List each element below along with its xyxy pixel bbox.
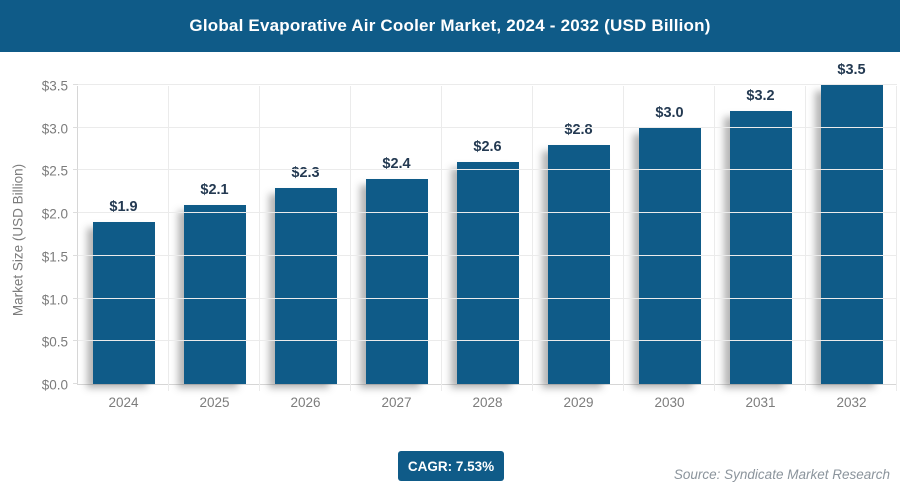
x-tick-label: 2027 — [381, 395, 412, 410]
bar-column-2032: $3.5 2032 — [806, 62, 897, 410]
y-axis-tick-labels: $0.0 $0.5 $1.0 $1.5 $2.0 $2.5 $3.0 $3.5 — [0, 79, 68, 393]
x-tick-label: 2032 — [836, 395, 867, 410]
bar-value-label: $2.1 — [200, 181, 229, 198]
y-axis-tick — [73, 84, 78, 85]
y-axis-tick — [73, 340, 78, 342]
bar-column-2031: $3.2 2031 — [715, 86, 806, 410]
y-axis-tick — [73, 383, 78, 384]
bar-2029 — [547, 144, 610, 384]
bar-column-2028: $2.6 2028 — [442, 86, 533, 410]
h-gridline — [78, 84, 897, 85]
bar-value-label: $2.3 — [291, 164, 320, 181]
h-gridline — [78, 254, 897, 256]
x-tick-label: 2029 — [563, 395, 594, 410]
y-tick-label: $2.5 — [41, 163, 68, 179]
y-tick-label: $3.0 — [41, 121, 68, 137]
h-gridline — [78, 340, 897, 342]
bar-2028 — [456, 161, 519, 384]
v-gridline — [258, 86, 260, 391]
bar-column-2026: $2.3 2026 — [260, 86, 351, 410]
x-tick-label: 2031 — [745, 395, 776, 410]
h-gridline — [78, 212, 897, 214]
y-tick-label: $3.5 — [41, 78, 68, 94]
source-credit: Source: Syndicate Market Research — [673, 467, 890, 482]
bar-2032 — [820, 85, 883, 384]
x-tick-label: 2028 — [472, 395, 503, 410]
y-tick-label: $2.0 — [41, 206, 68, 222]
x-tick-label: 2025 — [199, 395, 230, 410]
v-gridline — [896, 86, 897, 391]
bar-value-label: $2.8 — [564, 121, 593, 138]
y-tick-label: $1.5 — [41, 249, 68, 265]
bar-value-label: $3.0 — [655, 104, 684, 121]
bar-2025 — [183, 204, 246, 384]
bar-column-2029: $2.8 2029 — [533, 86, 624, 410]
h-gridline — [78, 297, 897, 299]
y-tick-label: $1.0 — [41, 292, 68, 308]
x-tick-label: 2026 — [290, 395, 321, 410]
chart-title: Global Evaporative Air Cooler Market, 20… — [189, 16, 711, 35]
y-axis-tick — [73, 254, 78, 256]
bar-2026 — [274, 187, 337, 384]
v-gridline — [532, 86, 533, 391]
bar-value-label: $3.5 — [837, 62, 866, 78]
v-gridline — [714, 86, 715, 391]
v-gridline — [440, 86, 442, 391]
bar-2031 — [729, 110, 792, 384]
v-gridline — [622, 86, 624, 391]
y-axis-tick — [73, 126, 78, 128]
title-bar: Global Evaporative Air Cooler Market, 20… — [0, 0, 900, 52]
y-tick-label: $0.5 — [41, 334, 68, 350]
v-gridline — [349, 86, 351, 391]
h-gridline — [78, 126, 897, 128]
bar-column-2027: $2.4 2027 — [351, 86, 442, 410]
x-tick-label: 2030 — [654, 395, 685, 410]
bar-value-label: $2.6 — [473, 138, 502, 155]
bar-column-2025: $2.1 2025 — [169, 86, 260, 410]
y-axis-tick — [73, 169, 78, 171]
bar-columns: $1.9 2024 $2.1 2025 $2.3 2026 $2.4 2027 $2.6 2028… — [78, 62, 897, 410]
cagr-badge: CAGR: 7.53% — [398, 451, 504, 481]
bar-value-label: $1.9 — [109, 198, 138, 215]
x-tick-label: 2024 — [108, 395, 139, 410]
h-gridline — [78, 169, 897, 171]
y-tick-label: $0.0 — [41, 377, 68, 393]
y-axis-tick — [73, 297, 78, 299]
y-axis-tick — [73, 212, 78, 214]
bar-2024 — [92, 221, 155, 384]
bar-value-label: $2.4 — [382, 155, 411, 172]
v-gridline — [167, 86, 169, 391]
bar-column-2030: $3.0 2030 — [624, 86, 715, 410]
bar-2030 — [638, 127, 701, 384]
v-gridline — [804, 86, 806, 391]
bar-2027 — [365, 178, 428, 384]
plot-area: $1.9 2024 $2.1 2025 $2.3 2026 $2.4 2027 $2.6 2028… — [73, 62, 897, 410]
bar-value-label: $3.2 — [746, 87, 775, 104]
bar-column-2024: $1.9 2024 — [78, 86, 169, 410]
